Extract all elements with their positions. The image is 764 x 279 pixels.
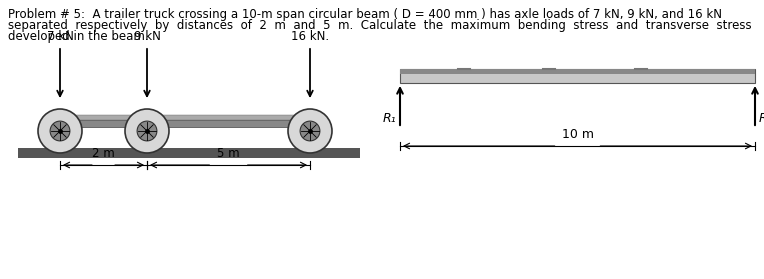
Text: 5 m: 5 m: [217, 147, 240, 160]
Text: 10 m: 10 m: [562, 128, 594, 141]
Circle shape: [38, 109, 82, 153]
Circle shape: [288, 109, 332, 153]
Circle shape: [137, 121, 157, 141]
Text: 9 kN: 9 kN: [134, 30, 160, 43]
Text: 2 m: 2 m: [92, 147, 115, 160]
Text: developed in the beam.: developed in the beam.: [8, 30, 149, 43]
Circle shape: [125, 109, 169, 153]
Bar: [400, 69, 755, 83]
Text: 7 kN: 7 kN: [47, 30, 73, 43]
Bar: [400, 69, 755, 74]
Text: R₂: R₂: [759, 112, 764, 124]
Text: separated  respectively  by  distances  of  2  m  and  5  m.  Calculate  the  ma: separated respectively by distances of 2…: [8, 19, 752, 32]
Bar: [65, 114, 305, 119]
Bar: [60, 119, 310, 126]
Bar: [18, 148, 360, 158]
Text: Problem # 5:  A trailer truck crossing a 10-m span circular beam ( D = 400 mm ) : Problem # 5: A trailer truck crossing a …: [8, 8, 722, 21]
Circle shape: [300, 121, 320, 141]
Text: 16 kN.: 16 kN.: [291, 30, 329, 43]
Text: R₁: R₁: [382, 112, 396, 124]
Circle shape: [50, 121, 70, 141]
